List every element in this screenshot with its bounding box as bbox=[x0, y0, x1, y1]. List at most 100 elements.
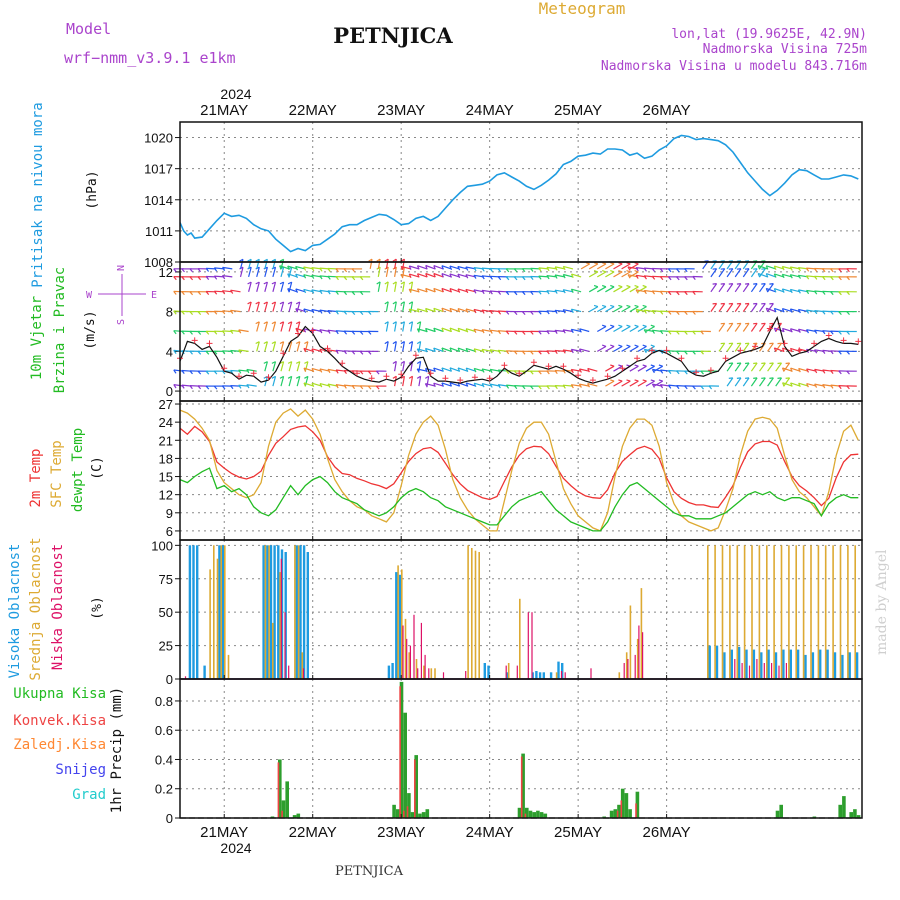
wind-barb bbox=[264, 341, 268, 352]
wind-barb-flag bbox=[822, 276, 826, 281]
wind-barb bbox=[222, 290, 233, 293]
wind-barb-flag bbox=[650, 379, 655, 382]
wind-barb bbox=[726, 377, 734, 387]
wind-barb bbox=[734, 303, 742, 312]
total-rain-bar bbox=[414, 755, 418, 818]
wind-barb-flag bbox=[465, 266, 469, 271]
wind-barb-flag bbox=[343, 276, 348, 281]
wind-barb-flag bbox=[602, 324, 607, 328]
wind-barb-flag bbox=[562, 289, 566, 294]
wind-barb-flag bbox=[213, 330, 218, 335]
wind-barb-flag bbox=[838, 268, 842, 273]
wind-barb-flag bbox=[830, 276, 834, 281]
wind-barb-flag bbox=[189, 370, 193, 375]
total-rain-bar bbox=[635, 791, 640, 818]
wind-barb-flag bbox=[789, 274, 793, 279]
wind-barb-flag bbox=[618, 324, 623, 328]
wind-barb bbox=[449, 273, 460, 278]
wind-barb-flag bbox=[197, 370, 202, 375]
wind-barb-flag bbox=[587, 383, 591, 388]
model-name: wrf−nmm_v3.9.1 e1km bbox=[64, 49, 236, 67]
wind-barb-flag bbox=[676, 330, 680, 335]
wind-barb bbox=[563, 349, 574, 352]
wind-barb-flag bbox=[295, 266, 299, 271]
wind-barb-flag bbox=[659, 369, 664, 374]
total-rain-bar bbox=[624, 793, 629, 818]
wind-barb-flag bbox=[489, 268, 493, 272]
wind-barb bbox=[774, 307, 784, 313]
wind-barb-flag bbox=[481, 383, 485, 388]
convective-rain-bar bbox=[520, 756, 523, 818]
wind-barb bbox=[742, 303, 750, 312]
wind-barb-flag bbox=[221, 310, 226, 315]
wind-barb bbox=[767, 322, 774, 332]
wind-barb-flag bbox=[465, 348, 469, 353]
wind-barb-flag bbox=[554, 274, 558, 279]
wind-barb-flag bbox=[400, 360, 405, 365]
low-cloud-bar bbox=[638, 625, 640, 679]
wind-barb bbox=[296, 376, 301, 387]
total-rain-bar bbox=[407, 793, 411, 818]
wind-barb-flag bbox=[785, 362, 790, 365]
wind-barb-flag bbox=[789, 348, 793, 353]
wind-barb bbox=[742, 342, 750, 352]
wind-barb bbox=[482, 383, 493, 387]
wind-gust-marker bbox=[663, 347, 670, 354]
wind-barb bbox=[637, 345, 647, 352]
wind-barb bbox=[637, 325, 647, 333]
wind-barb bbox=[457, 273, 468, 278]
wind-barb-flag bbox=[319, 309, 323, 314]
wind-barb bbox=[369, 258, 373, 270]
wind-barb bbox=[264, 267, 268, 278]
wind-barb bbox=[287, 273, 298, 278]
wind-barb bbox=[248, 281, 252, 292]
wind-barb bbox=[214, 267, 225, 270]
wind-barb-flag bbox=[700, 330, 704, 335]
wind-barb-flag bbox=[457, 273, 461, 279]
wind-barb-flag bbox=[303, 348, 307, 353]
wind-barb-flag bbox=[457, 288, 461, 293]
wind-gust-marker bbox=[221, 365, 228, 372]
wind-barb bbox=[806, 383, 817, 387]
wind-barb bbox=[441, 265, 452, 270]
wind-barb-flag bbox=[562, 369, 566, 374]
wind-barb-flag bbox=[497, 349, 501, 354]
wind-barb bbox=[409, 288, 420, 293]
wind-barb-flag bbox=[753, 362, 758, 365]
wind-barb-flag bbox=[221, 370, 226, 375]
wind-barb-flag bbox=[773, 273, 777, 278]
wind-barb-flag bbox=[473, 274, 477, 279]
total-rain-bar bbox=[525, 807, 529, 818]
wind-barb-flag bbox=[238, 384, 242, 389]
low-cloud-bar bbox=[642, 632, 644, 679]
wind-barb bbox=[256, 267, 260, 278]
wind-barb bbox=[457, 308, 468, 313]
wind-barb-flag bbox=[781, 367, 785, 372]
low-cloud-bar bbox=[409, 645, 411, 679]
wind-barb-flag bbox=[246, 369, 250, 374]
wind-barb bbox=[457, 367, 468, 372]
wind-label-1: 10m Vjetar bbox=[29, 296, 45, 380]
wind-barb-flag bbox=[255, 258, 260, 262]
wind-barb-flag bbox=[425, 328, 428, 333]
wind-barb-flag bbox=[205, 291, 210, 295]
temperature-y-tick-label: 12 bbox=[159, 488, 173, 503]
wind-barb bbox=[563, 309, 574, 313]
wind-barb-flag bbox=[408, 273, 412, 278]
wind-barb-flag bbox=[830, 384, 834, 389]
wind-barb-flag bbox=[667, 291, 672, 296]
wind-barb-flag bbox=[384, 301, 389, 305]
wind-barb-flag bbox=[489, 329, 493, 334]
total-rain-bar bbox=[278, 759, 282, 818]
wind-barb bbox=[742, 362, 750, 372]
wind-barb-flag bbox=[777, 362, 782, 365]
wind-barb-flag bbox=[473, 328, 477, 333]
mid-cloud-bar bbox=[297, 545, 300, 679]
wind-barb-flag bbox=[408, 360, 413, 365]
wind-gust-marker bbox=[840, 337, 847, 344]
wind-barb bbox=[629, 380, 639, 387]
wind-barb-flag bbox=[692, 385, 696, 390]
wind-barb-flag bbox=[449, 273, 453, 278]
wind-barb bbox=[757, 272, 768, 278]
mid-cloud-bar bbox=[519, 598, 521, 679]
